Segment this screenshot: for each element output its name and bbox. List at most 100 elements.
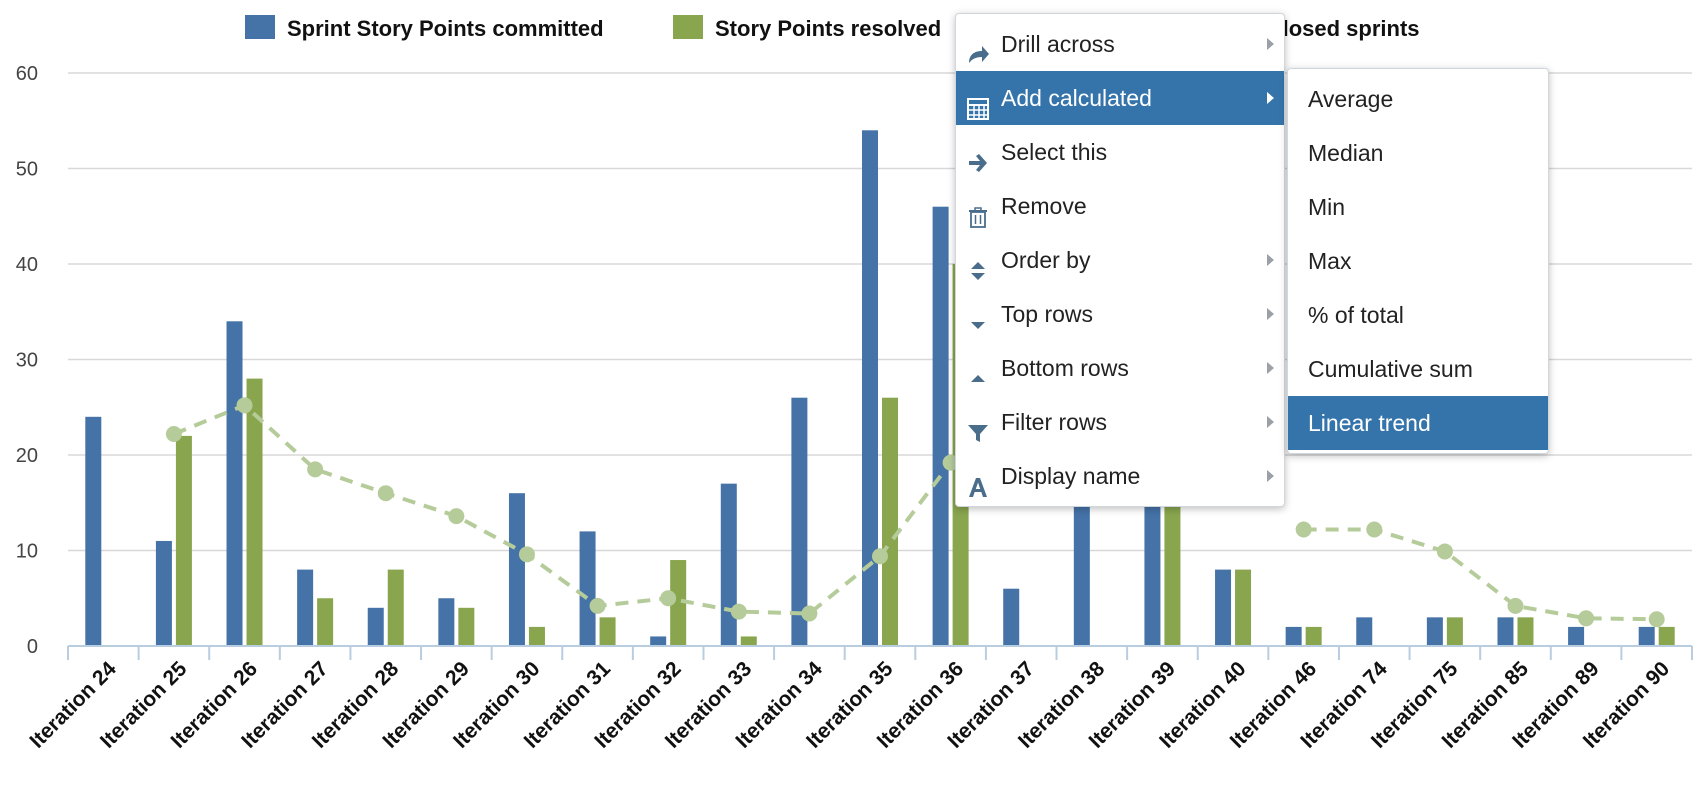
bar-committed[interactable] (579, 531, 596, 646)
trend-point[interactable] (1436, 543, 1453, 560)
bar-committed[interactable] (1285, 626, 1302, 646)
submenu-arrow-icon (1267, 416, 1274, 428)
bar-committed[interactable] (1638, 626, 1655, 646)
bar-committed[interactable] (367, 607, 384, 646)
bar-committed[interactable] (297, 569, 314, 646)
bar-committed[interactable] (1356, 617, 1373, 646)
bar-committed[interactable] (1144, 493, 1161, 646)
trend-point[interactable] (165, 425, 182, 442)
add-calculated-submenu: Average Median Min Max % of total Cumulative … (1287, 68, 1549, 454)
bar-resolved[interactable] (246, 378, 263, 646)
submenu-item-median[interactable]: Median (1288, 126, 1548, 180)
context-menu: Drill across Add calculated Select this Rem… (955, 13, 1285, 507)
y-axis-ticks: 0 10 20 30 40 50 60 (16, 63, 38, 658)
trend-point[interactable] (307, 461, 324, 478)
bar-committed[interactable] (1497, 617, 1514, 646)
bar-committed[interactable] (226, 321, 243, 646)
bar-committed[interactable] (862, 130, 878, 647)
menu-item-label: Drill across (1001, 31, 1115, 57)
y-tick-label: 30 (16, 350, 38, 372)
calculator-icon (966, 86, 990, 120)
bar-resolved[interactable] (1517, 617, 1534, 646)
trend-point[interactable] (1366, 521, 1383, 538)
bar-committed[interactable] (1568, 626, 1585, 646)
menu-item-top-rows[interactable]: Top rows (956, 287, 1284, 341)
menu-item-label: Add calculated (1001, 85, 1152, 111)
bar-resolved[interactable] (1305, 626, 1322, 646)
submenu-item-label: Median (1308, 140, 1384, 166)
bars (85, 130, 1675, 647)
font-icon (966, 464, 990, 497)
legend-resolved[interactable]: Story Points resolved (673, 15, 941, 41)
y-tick-label: 0 (27, 636, 38, 658)
menu-item-label: Remove (1001, 193, 1087, 219)
bar-committed[interactable] (932, 206, 949, 646)
menu-item-drill-across[interactable]: Drill across (956, 17, 1284, 71)
bar-committed[interactable] (155, 540, 172, 646)
bar-resolved[interactable] (740, 636, 757, 646)
submenu-item-cumulative-sum[interactable]: Cumulative sum (1288, 342, 1548, 396)
bar-resolved[interactable] (528, 626, 545, 646)
bar-resolved[interactable] (599, 617, 616, 646)
trend-point[interactable] (518, 546, 535, 563)
bar-committed[interactable] (720, 483, 737, 646)
bar-resolved[interactable] (387, 569, 404, 646)
menu-item-label: Filter rows (1001, 409, 1108, 435)
submenu-item-label: Min (1308, 194, 1346, 220)
submenu-item-of-total[interactable]: % of total (1288, 288, 1548, 342)
bar-committed[interactable] (1003, 588, 1020, 646)
menu-item-display-name[interactable]: Display name (956, 449, 1284, 503)
trend-point[interactable] (377, 485, 394, 502)
bar-resolved[interactable] (1658, 626, 1675, 646)
trend-point[interactable] (1507, 597, 1524, 614)
trend-point[interactable] (589, 597, 606, 614)
bar-resolved[interactable] (1446, 617, 1463, 646)
bar-resolved[interactable] (1164, 493, 1181, 646)
menu-item-bottom-rows[interactable]: Bottom rows (956, 341, 1284, 395)
submenu-item-min[interactable]: Min (1288, 180, 1548, 234)
trend-point[interactable] (236, 397, 253, 414)
submenu-item-linear-trend[interactable]: Linear trend (1288, 396, 1548, 450)
bar-committed[interactable] (85, 416, 102, 646)
bar-committed[interactable] (508, 493, 525, 646)
submenu-arrow-icon (1267, 92, 1274, 104)
bar-committed[interactable] (1426, 617, 1443, 646)
submenu-item-average[interactable]: Average (1288, 72, 1548, 126)
bar-committed[interactable] (1073, 483, 1090, 646)
bar-resolved[interactable] (317, 598, 334, 646)
menu-item-select-this[interactable]: Select this (956, 125, 1284, 179)
bar-resolved[interactable] (458, 607, 475, 646)
menu-item-filter-rows[interactable]: Filter rows (956, 395, 1284, 449)
trend-point[interactable] (1578, 610, 1595, 627)
bar-committed[interactable] (438, 598, 455, 646)
bar-resolved[interactable] (175, 435, 192, 646)
trend-point[interactable] (1295, 521, 1312, 538)
trend-point[interactable] (448, 508, 465, 525)
menu-item-add-calculated[interactable]: Add calculated (956, 71, 1284, 125)
menu-item-order-by[interactable]: Order by (956, 233, 1284, 287)
trend-point[interactable] (942, 454, 959, 471)
trend-point[interactable] (660, 590, 677, 607)
legend-label: Sprint Story Points committed (287, 16, 604, 41)
legend-committed[interactable]: Sprint Story Points committed (245, 15, 604, 41)
submenu-arrow-icon (1267, 362, 1274, 374)
trend-point[interactable] (872, 548, 888, 565)
submenu-item-max[interactable]: Max (1288, 234, 1548, 288)
trend-point[interactable] (730, 603, 747, 620)
trend-line-segment (1303, 527, 1657, 622)
bar-resolved[interactable] (1235, 569, 1252, 646)
y-tick-label: 60 (16, 63, 38, 85)
trend-point[interactable] (1648, 611, 1665, 628)
bar-resolved[interactable] (670, 560, 687, 646)
submenu-item-label: Cumulative sum (1308, 356, 1473, 382)
bar-committed[interactable] (650, 636, 667, 646)
bar-resolved[interactable] (882, 397, 898, 646)
bar-committed[interactable] (791, 397, 808, 646)
menu-item-remove[interactable]: Remove (956, 179, 1284, 233)
trend-point[interactable] (801, 605, 818, 622)
bar-committed[interactable] (1215, 569, 1232, 646)
arrow-right-icon (966, 140, 990, 172)
sort-icon (966, 248, 990, 280)
